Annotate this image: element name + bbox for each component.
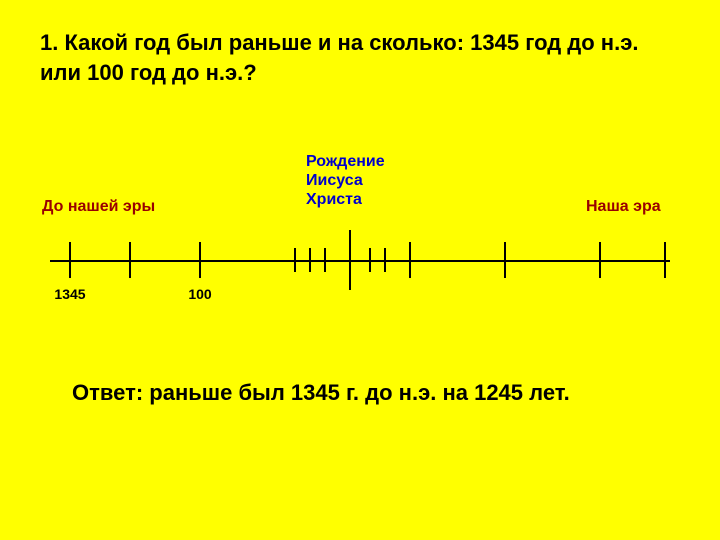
timeline-tick (349, 230, 351, 290)
timeline-tick (504, 242, 506, 278)
timeline-tick (324, 248, 326, 272)
timeline-year-label: 1345 (54, 286, 85, 302)
timeline: 1345100 (50, 230, 670, 290)
answer-text: Ответ: раньше был 1345 г. до н.э. на 124… (72, 380, 570, 406)
timeline-tick (69, 242, 71, 278)
era-ad-label: Наша эра (586, 198, 661, 216)
era-bc-label: До нашей эры (42, 198, 155, 216)
timeline-tick (199, 242, 201, 278)
timeline-tick (129, 242, 131, 278)
timeline-tick (599, 242, 601, 278)
timeline-axis (50, 260, 670, 262)
timeline-year-label: 100 (188, 286, 211, 302)
center-event-label: РождениеИисусаХриста (306, 152, 385, 210)
timeline-tick (369, 248, 371, 272)
question-text: 1. Какой год был раньше и на сколько: 13… (40, 28, 680, 87)
timeline-tick (294, 248, 296, 272)
center-event-text: РождениеИисусаХриста (306, 153, 385, 208)
timeline-tick (664, 242, 666, 278)
timeline-tick (309, 248, 311, 272)
timeline-tick (409, 242, 411, 278)
timeline-tick (384, 248, 386, 272)
